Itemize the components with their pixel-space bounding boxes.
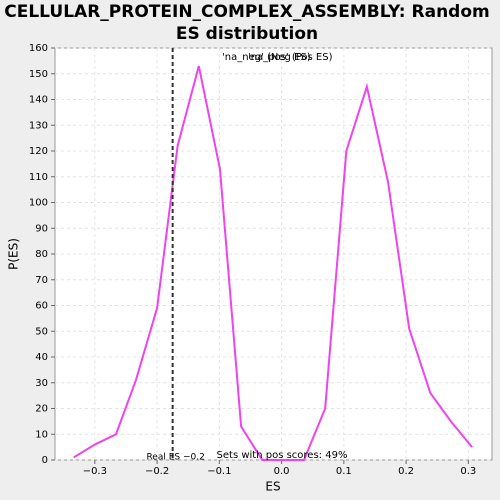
x-axis-label: ES xyxy=(265,480,280,494)
y-tick-label: 60 xyxy=(35,301,48,312)
y-tick-label: 140 xyxy=(29,95,48,106)
real-es-label: Real ES −0.2 xyxy=(146,453,204,463)
x-tick-label: 0.3 xyxy=(460,466,476,477)
y-tick-label: 120 xyxy=(29,146,48,157)
y-tick-label: 110 xyxy=(29,172,48,183)
y-axis-label: P(ES) xyxy=(7,238,21,270)
x-tick-label: 0.2 xyxy=(398,466,414,477)
annotation: Sets with pos scores: 49% xyxy=(217,450,348,461)
x-tick-label: −0.2 xyxy=(145,466,169,477)
y-tick-label: 70 xyxy=(35,275,48,286)
y-tick-label: 160 xyxy=(29,43,48,54)
chart-title: CELLULAR_PROTEIN_COMPLEX_ASSEMBLY: Rando… xyxy=(4,2,489,44)
y-tick-label: 10 xyxy=(35,429,48,440)
series-line xyxy=(73,65,473,461)
y-tick-label: 0 xyxy=(42,455,48,466)
legend-entry: 'na_pos' (Pos ES) xyxy=(248,52,333,63)
y-tick-label: 100 xyxy=(29,198,48,209)
x-tick-label: 0.1 xyxy=(336,466,352,477)
y-tick-label: 130 xyxy=(29,120,48,131)
y-tick-label: 20 xyxy=(35,404,48,415)
x-tick-label: 0.0 xyxy=(274,466,290,477)
y-tick-label: 80 xyxy=(35,249,48,260)
y-tick-label: 150 xyxy=(29,69,48,80)
y-tick-label: 50 xyxy=(35,326,48,337)
x-tick-label: −0.3 xyxy=(83,466,107,477)
y-tick-label: 30 xyxy=(35,378,48,389)
x-tick-label: −0.1 xyxy=(207,466,231,477)
y-tick-label: 40 xyxy=(35,352,48,363)
y-tick-label: 90 xyxy=(35,223,48,234)
legend-entry: 'na_neg' (Neg ES) xyxy=(222,52,311,63)
